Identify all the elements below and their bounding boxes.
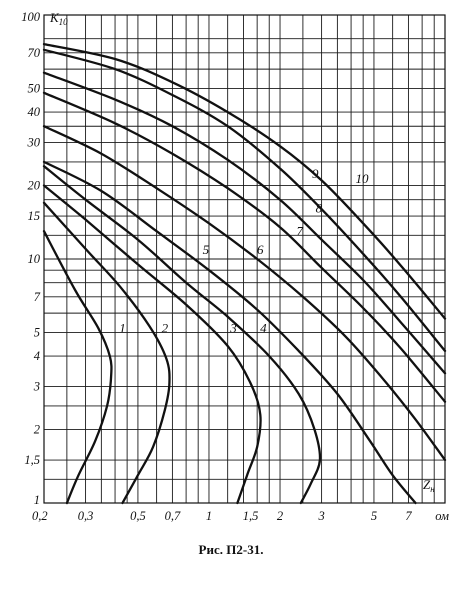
plot-frame [43, 14, 446, 504]
curve-labels: 1 2 3 4 5 6 78 9 10 [119, 166, 369, 336]
curves [42, 42, 447, 505]
x-tick-label: 5 [371, 509, 377, 523]
y-tick-label: 7 [34, 290, 41, 304]
curve-label-4: 4 [260, 320, 267, 335]
x-tick-label: 0,2 [32, 509, 48, 523]
curve-label-9: 9 [312, 166, 319, 181]
curve-6 [42, 125, 447, 462]
y-tick-label: 1 [34, 493, 40, 507]
y-tick-label: 100 [21, 10, 41, 24]
x-tick-label: 2 [277, 509, 283, 523]
grid [43, 14, 446, 504]
y-tick-label: 4 [34, 349, 40, 363]
y-tick-label: 20 [28, 179, 41, 193]
y-tick-label: 30 [27, 136, 41, 150]
curve-3 [42, 184, 262, 505]
x-tick-label: 0,3 [78, 509, 94, 523]
curve-7 [42, 91, 447, 403]
y-tick-label: 2 [34, 423, 40, 437]
x-tick-labels: 0,2 0,3 0,5 0,7 1 1,5 2 3 5 7 ом [32, 509, 449, 523]
curve-label-5: 5 [203, 242, 210, 257]
curve-5 [42, 160, 417, 505]
x-tick-label: 7 [405, 509, 412, 523]
curve-label-10: 10 [356, 171, 370, 186]
x-axis-label: Zн [423, 477, 435, 494]
x-tick-label: 0,5 [130, 509, 146, 523]
figure-caption: Рис. П2-31. [198, 542, 264, 557]
y-tick-label: 40 [28, 105, 41, 119]
x-tick-label: 1,5 [243, 509, 259, 523]
curve-label-1: 1 [119, 320, 126, 335]
curve-label-7: 7 [296, 223, 303, 238]
y-tick-label: 15 [28, 209, 41, 223]
curve-label-8: 8 [316, 201, 323, 216]
y-tick-label: 1,5 [24, 453, 40, 467]
y-tick-label: 5 [34, 325, 40, 339]
curve-label-3: 3 [229, 320, 237, 335]
y-tick-label: 50 [28, 81, 41, 95]
curve-10 [42, 42, 447, 320]
x-tick-label: ом [435, 509, 449, 523]
curve-label-6: 6 [257, 242, 264, 257]
y-tick-label: 10 [28, 252, 41, 266]
x-tick-label: 1 [206, 509, 212, 523]
y-tick-label: 70 [28, 46, 41, 60]
x-tick-label: 3 [317, 509, 324, 523]
y-axis-label: K10 [49, 10, 68, 27]
curve-1 [42, 230, 113, 505]
curve-2 [42, 201, 171, 505]
curve-8 [42, 71, 447, 375]
curve-9 [42, 48, 447, 353]
y-tick-label: 3 [33, 380, 40, 394]
curve-4 [42, 165, 322, 505]
curve-label-2: 2 [162, 320, 169, 335]
y-tick-labels: 1 1,5 2 3 4 5 7 10 15 20 30 40 50 70 100 [21, 10, 41, 507]
x-tick-label: 0,7 [165, 509, 181, 523]
